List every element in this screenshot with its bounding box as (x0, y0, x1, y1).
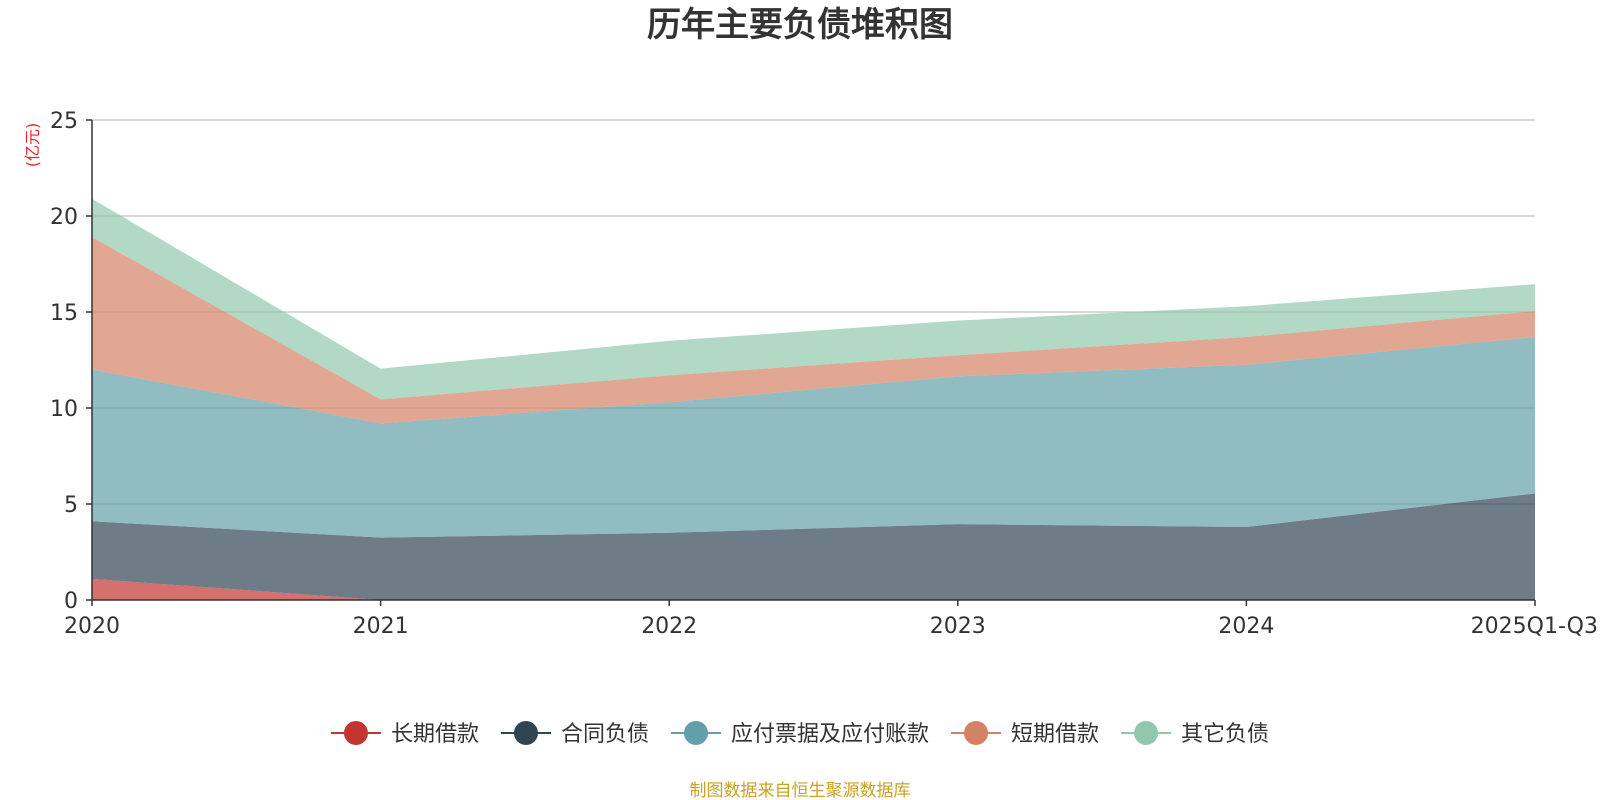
legend-label-3: 短期借款 (1011, 722, 1099, 747)
chart-title: 历年主要负债堆积图 (647, 5, 953, 45)
legend-item-1: 合同负债 (500, 721, 649, 747)
y-tick-label-5: 5 (64, 493, 78, 518)
stacked-areas (92, 198, 1535, 600)
y-tick-label-15: 15 (50, 301, 78, 326)
legend-marker-1 (513, 721, 538, 745)
x-tick-label-0: 2020 (64, 614, 120, 639)
x-tick-label-3: 2023 (930, 614, 986, 639)
legend-marker-3 (964, 721, 989, 745)
axes: 0 5 10 15 20 25 2020 2021 2022 2023 2024 2025Q1-Q3 (50, 109, 1598, 639)
x-tick-label-1: 2021 (353, 614, 409, 639)
y-tick-label-25: 25 (50, 109, 78, 134)
x-tick-label-2: 2022 (641, 614, 697, 639)
legend-item-4: 其它负债 (1121, 721, 1269, 747)
y-axis-unit-label: (亿元) (23, 123, 42, 168)
area-series-4 (92, 198, 1535, 400)
legend-label-1: 合同负债 (561, 722, 649, 747)
area-series-1 (92, 493, 1535, 600)
legend-item-0: 长期借款 (330, 721, 479, 747)
y-tick-label-20: 20 (50, 205, 78, 230)
legend-marker-2 (683, 721, 708, 745)
y-tick-label-0: 0 (64, 589, 78, 614)
data-source-note: 制图数据来自恒生聚源数据库 (690, 781, 911, 800)
legend: 长期借款 合同负债 应付票据及应付账款 短期借款 其它负债 (330, 721, 1269, 747)
legend-item-3: 短期借款 (951, 721, 1099, 747)
x-tick-label-4: 2024 (1218, 614, 1274, 639)
legend-label-2: 应付票据及应付账款 (731, 722, 929, 747)
legend-label-4: 其它负债 (1181, 722, 1269, 747)
area-series-3 (92, 237, 1535, 424)
legend-item-2: 应付票据及应付账款 (670, 721, 929, 747)
legend-label-0: 长期借款 (391, 722, 479, 747)
area-series-2 (92, 336, 1535, 538)
x-tick-label-5: 2025Q1-Q3 (1471, 614, 1598, 639)
legend-marker-4 (1134, 721, 1159, 745)
y-tick-label-10: 10 (50, 397, 78, 422)
area-series-0 (92, 578, 1535, 600)
legend-marker-0 (343, 721, 368, 745)
